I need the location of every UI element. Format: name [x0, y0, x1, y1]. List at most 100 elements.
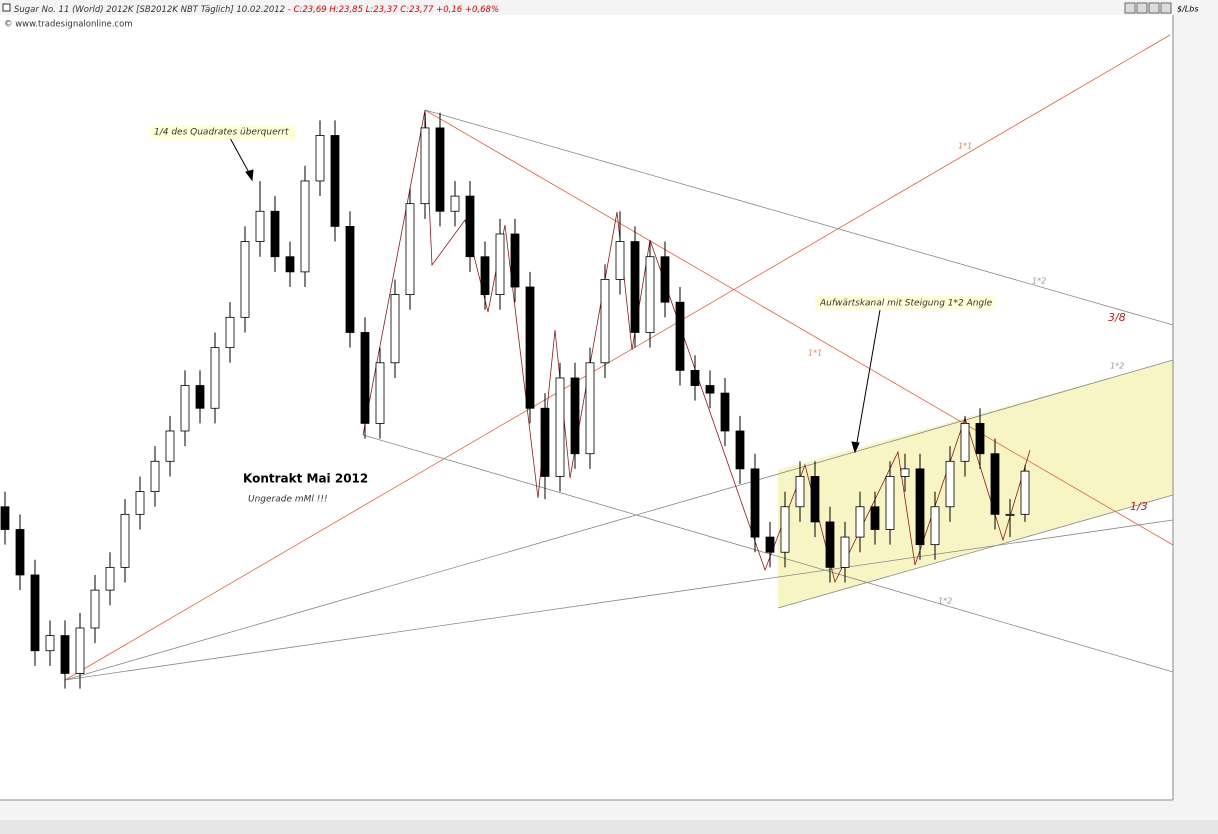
candle — [795, 461, 805, 522]
candle-body — [1005, 513, 1015, 516]
candle — [720, 377, 730, 447]
candle — [255, 180, 265, 257]
candle — [75, 612, 85, 689]
candle-body — [375, 362, 385, 424]
candle — [1005, 499, 1015, 538]
candle — [585, 347, 595, 469]
candle-body — [810, 476, 820, 523]
candle-body — [915, 468, 925, 546]
candle — [375, 347, 385, 439]
candle-body — [630, 241, 640, 333]
button[interactable] — [1160, 2, 1172, 14]
candle — [975, 408, 985, 469]
candle-body — [480, 256, 490, 295]
candle-body — [825, 521, 835, 568]
candle — [870, 491, 880, 545]
candle — [660, 241, 670, 318]
candle-body — [675, 301, 685, 371]
candle — [465, 180, 475, 272]
candle — [60, 620, 70, 689]
icon — [2, 3, 11, 12]
candle-body — [930, 506, 940, 546]
candle-body — [315, 135, 325, 182]
trend-line — [64, 34, 1171, 681]
scrollbar[interactable] — [0, 820, 1218, 834]
candle-body — [405, 203, 415, 295]
candle-body — [840, 536, 850, 568]
candle-body — [780, 506, 790, 553]
trend-line — [64, 519, 1174, 681]
trend-line — [424, 109, 1174, 326]
candle-body — [765, 536, 775, 553]
candle-body — [990, 453, 1000, 515]
candle — [780, 491, 790, 568]
candle-body — [255, 210, 265, 242]
button[interactable] — [1148, 2, 1160, 14]
candle — [705, 370, 715, 409]
candle — [225, 302, 235, 363]
candle-body — [690, 369, 700, 386]
candle-body — [645, 256, 655, 333]
candle — [30, 559, 40, 666]
candle-body — [570, 377, 580, 455]
candle-body — [165, 430, 175, 462]
candle-body — [795, 476, 805, 508]
candle-body — [555, 377, 565, 477]
candle — [960, 415, 970, 477]
candle — [150, 446, 160, 507]
candle — [45, 620, 55, 666]
candle-body — [270, 210, 280, 258]
arrow-head — [245, 169, 254, 182]
candle — [300, 165, 310, 288]
candle — [855, 491, 865, 553]
candle-body — [75, 627, 85, 674]
candle-body — [855, 506, 865, 538]
candle-body — [540, 407, 550, 477]
candle — [765, 521, 775, 568]
candle-body — [435, 127, 445, 212]
candle-body — [720, 392, 730, 432]
candle — [645, 241, 655, 348]
candle — [135, 476, 145, 530]
candle-body — [210, 347, 220, 409]
candle — [1020, 465, 1030, 522]
subtitle: C:23,69 H:23,85 L:23,37 C:23,77 +0,16 +0… — [294, 5, 499, 15]
candle — [270, 196, 280, 272]
trend-lines — [64, 34, 1174, 681]
title-text: Sugar No. 11 (World) 2012K [SB2012K NBT … — [14, 5, 294, 15]
candle-body — [30, 574, 40, 652]
candle — [510, 218, 520, 303]
button[interactable] — [1124, 2, 1136, 14]
candle-body — [885, 476, 895, 530]
arrow-head — [851, 441, 860, 454]
candle — [525, 271, 535, 424]
candle — [495, 218, 505, 310]
candle-body — [330, 135, 340, 227]
candle-body — [870, 506, 880, 530]
source: © www.tradesignalonline.com — [4, 20, 133, 30]
candle — [330, 120, 340, 242]
candle — [345, 211, 355, 348]
candle-body — [600, 279, 610, 364]
candle-body — [1020, 470, 1030, 515]
candle — [450, 180, 460, 227]
candle — [750, 453, 760, 553]
angle-label: 1*2 — [1032, 277, 1046, 286]
candle — [285, 241, 295, 288]
candle-body — [300, 180, 310, 273]
candle-body — [105, 566, 115, 591]
angle-label: 1*1 — [958, 142, 972, 151]
toolbar[interactable] — [1124, 2, 1172, 14]
candle-body — [285, 256, 295, 273]
candle — [435, 112, 445, 227]
candle-body — [135, 491, 145, 515]
axis-panel — [1173, 0, 1218, 834]
candle-body — [120, 513, 130, 568]
level-label: 1/3 — [1130, 500, 1148, 513]
title: Sugar No. 11 (World) 2012K [SB2012K NBT … — [14, 5, 499, 15]
note-box — [815, 296, 995, 310]
candle — [840, 521, 850, 583]
candle — [900, 453, 910, 492]
button[interactable] — [1136, 2, 1148, 14]
